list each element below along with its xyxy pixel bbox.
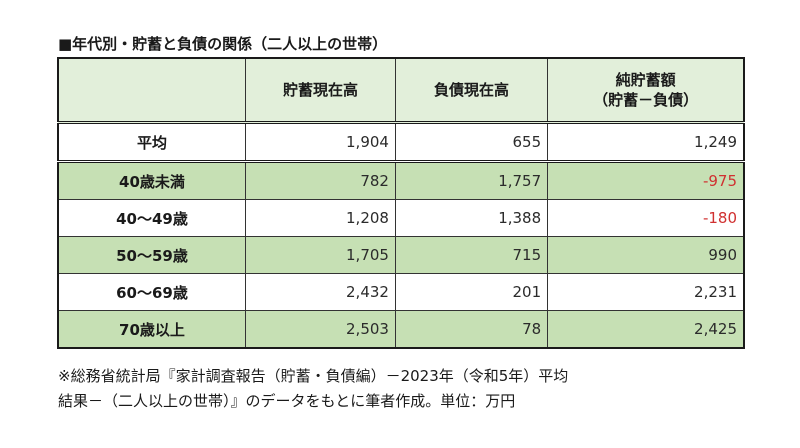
debt-value: 78 (394, 310, 549, 349)
row-label: 平均 (57, 122, 246, 163)
net-value-negative: -180 (547, 199, 745, 237)
debt-value: 1,757 (394, 161, 549, 200)
net-value: 1,249 (547, 122, 745, 163)
header-savings: 貯蓄現在高 (244, 57, 396, 124)
debt-value: 201 (394, 273, 549, 311)
header-debt: 負債現在高 (394, 57, 549, 124)
savings-value: 1,208 (244, 199, 396, 237)
savings-value: 782 (244, 161, 396, 200)
debt-value: 655 (394, 122, 549, 163)
row-label: 40～49歳 (57, 199, 246, 237)
savings-value: 1,705 (244, 236, 396, 274)
savings-value: 1,904 (244, 122, 396, 163)
row-label: 40歳未満 (57, 161, 246, 200)
net-value: 2,231 (547, 273, 745, 311)
source-note-line1: ※総務省統計局『家計調査報告（貯蓄・負債編）－2023年（令和5年）平均 (58, 367, 569, 385)
header-net-line1: 純貯蓄額 (615, 70, 676, 89)
source-note: ※総務省統計局『家計調査報告（貯蓄・負債編）－2023年（令和5年）平均 結果－… (58, 364, 568, 414)
savings-value: 2,503 (244, 310, 396, 349)
table-row: 40～49歳 1,208 1,388 -180 (57, 199, 745, 237)
savings-value: 2,432 (244, 273, 396, 311)
header-net-line2: （貯蓄－負債） (593, 91, 699, 109)
row-label: 50～59歳 (57, 236, 246, 274)
table-row: 40歳未満 782 1,757 -975 (57, 161, 745, 200)
net-value-negative: -975 (547, 161, 745, 200)
table-row: 平均 1,904 655 1,249 (57, 122, 745, 163)
net-value: 2,425 (547, 310, 745, 349)
header-empty (57, 57, 246, 124)
table-row: 60～69歳 2,432 201 2,231 (57, 273, 745, 311)
source-note-line2: 結果－（二人以上の世帯）』のデータをもとに筆者作成。単位：万円 (58, 392, 516, 410)
debt-value: 1,388 (394, 199, 549, 237)
row-label: 70歳以上 (57, 310, 246, 349)
net-value: 990 (547, 236, 745, 274)
header-net-savings: 純貯蓄額 （貯蓄－負債） (547, 57, 745, 124)
table-row: 70歳以上 2,503 78 2,425 (57, 310, 745, 349)
header-row: 貯蓄現在高 負債現在高 純貯蓄額 （貯蓄－負債） (57, 57, 745, 124)
row-label: 60～69歳 (57, 273, 246, 311)
debt-value: 715 (394, 236, 549, 274)
table-row: 50～59歳 1,705 715 990 (57, 236, 745, 274)
table-title: ■年代別・貯蓄と負債の関係（二人以上の世帯） (58, 35, 388, 53)
savings-debt-table: 貯蓄現在高 負債現在高 純貯蓄額 （貯蓄－負債） 平均 1,904 655 1,… (57, 57, 745, 349)
